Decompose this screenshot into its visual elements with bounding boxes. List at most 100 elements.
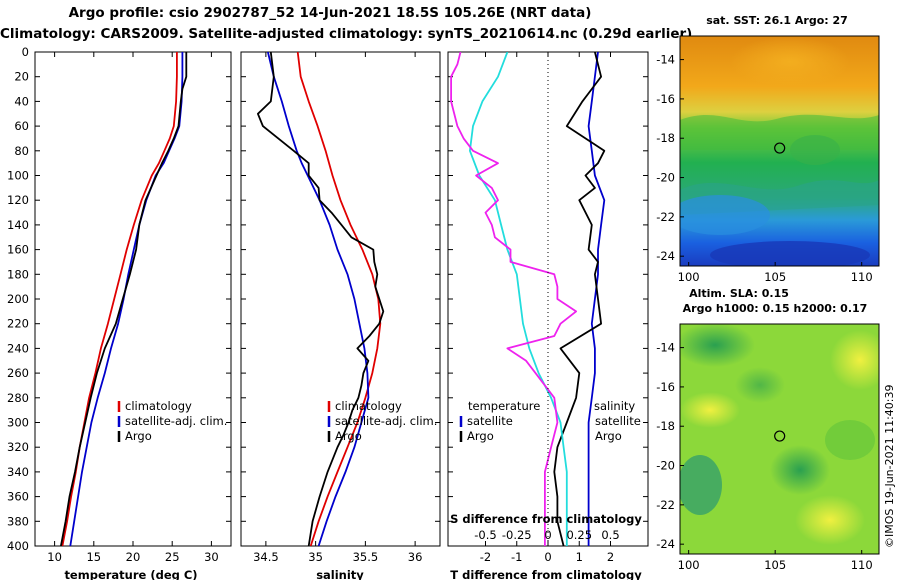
- depth-tick-label: 300: [7, 416, 29, 430]
- depth-tick-label: 0: [22, 45, 29, 59]
- x-tick-label: 25: [165, 550, 180, 564]
- salinity-legend: climatology satellite-adj. clim. Argo: [327, 399, 437, 443]
- map-x-tick-label: 100: [678, 558, 700, 572]
- depth-tick-label: 340: [7, 465, 29, 479]
- map-y-tick-label: -14: [656, 341, 675, 355]
- sla-map-frame: [679, 323, 880, 555]
- s-tick-label: 0.5: [601, 528, 619, 542]
- s-tick-label: 0: [544, 528, 551, 542]
- depth-tick-label: 80: [14, 144, 29, 158]
- x-tick-label: 35: [308, 550, 323, 564]
- depth-tick-label: 220: [7, 317, 29, 331]
- sla-map-title: Altim. SLA: 0.15: [689, 287, 789, 300]
- depth-tick-label: 180: [7, 267, 29, 281]
- depth-tick-label: 280: [7, 391, 29, 405]
- legend-sal-satellite: satellite: [595, 414, 641, 428]
- s-tick-label: -0.25: [502, 528, 532, 542]
- series-line-salinity-satellite: [468, 52, 568, 546]
- series-line-argo: [60, 52, 188, 546]
- x-tick-label: 36: [408, 550, 423, 564]
- map-x-tick-label: 105: [764, 558, 786, 572]
- depth-tick-label: 260: [7, 366, 29, 380]
- salinity-axis-label: salinity: [316, 568, 364, 580]
- legend-climatology: climatology: [335, 399, 402, 413]
- legend-argo: Argo: [335, 429, 362, 443]
- depth-tick-label: 40: [14, 94, 29, 108]
- sst-map-axes: 100 105 110 -14 -16 -18 -20 -22 -24: [656, 53, 872, 284]
- sst-map-image: [680, 36, 879, 266]
- map-y-tick-label: -22: [656, 210, 675, 224]
- depth-tick-label: 320: [7, 440, 29, 454]
- depth-tick-label: 60: [14, 119, 29, 133]
- temperature-lines: [60, 52, 188, 546]
- x-tick-label: 2: [607, 550, 614, 564]
- depth-tick-label: 240: [7, 341, 29, 355]
- map-y-tick-label: -18: [656, 419, 675, 433]
- map-y-tick-label: -24: [656, 249, 675, 263]
- salinity-lines: [256, 52, 385, 546]
- series-line-satellite-adj-clim-: [69, 52, 184, 546]
- map-x-tick-label: 110: [851, 558, 873, 572]
- plot-title-line2: Climatology: CARS2009. Satellite-adjuste…: [0, 26, 693, 42]
- depth-tick-label: 360: [7, 490, 29, 504]
- sst-map-frame: [679, 35, 880, 267]
- salinity-panel-frame: [240, 51, 441, 547]
- map-x-tick-label: 105: [764, 270, 786, 284]
- plot-title-line1: Argo profile: csio 2902787_52 14-Jun-202…: [68, 5, 592, 21]
- sla-map-subtitle: Argo h1000: 0.15 h2000: 0.17: [683, 302, 868, 315]
- x-tick-label: 35.5: [353, 550, 379, 564]
- depth-tick-label: 380: [7, 514, 29, 528]
- x-tick-label: 34.5: [253, 550, 279, 564]
- series-line-satellite-adj-clim-: [267, 52, 370, 546]
- difference-panel-frame: [447, 51, 649, 547]
- depth-tick-label: 200: [7, 292, 29, 306]
- s-difference-axis-label: S difference from climatology: [450, 512, 642, 526]
- legend-sal-argo: Argo: [595, 429, 622, 443]
- temperature-legend: climatology satellite-adj. clim. Argo: [117, 399, 227, 443]
- sla-map-image: [680, 324, 879, 554]
- legend-temperature-heading: temperature: [468, 399, 540, 413]
- legend-satellite: satellite-adj. clim.: [335, 414, 437, 428]
- x-tick-label: -1: [511, 550, 522, 564]
- sst-profile-location-marker: [774, 142, 786, 154]
- map-x-tick-label: 110: [851, 270, 873, 284]
- salinity-x-axis: 34.5 35 35.5 36: [253, 52, 422, 564]
- series-line-climatology: [61, 52, 178, 546]
- series-line-salinity-argo: [450, 52, 577, 546]
- t-difference-axis-label: T difference from climatology: [450, 568, 642, 580]
- series-line-climatology: [296, 52, 382, 546]
- sla-map-axes: 100 105 110 -14 -16 -18 -20 -22 -24: [656, 341, 872, 572]
- x-tick-label: 0: [544, 550, 551, 564]
- depth-tick-label: 160: [7, 243, 29, 257]
- difference-lines: [450, 52, 606, 546]
- map-y-tick-label: -22: [656, 498, 675, 512]
- map-x-tick-label: 100: [678, 270, 700, 284]
- sst-map-title: sat. SST: 26.1 Argo: 27: [706, 14, 848, 27]
- temperature-panel-frame: [34, 51, 232, 547]
- map-y-tick-label: -20: [656, 171, 675, 185]
- map-y-tick-label: -16: [656, 92, 675, 106]
- map-y-tick-label: -14: [656, 53, 675, 67]
- s-tick-label: 0.25: [566, 528, 592, 542]
- x-tick-label: 15: [86, 550, 101, 564]
- x-tick-label: -2: [480, 550, 491, 564]
- legend-salinity-heading: salinity: [594, 399, 635, 413]
- temperature-axis-label: temperature (deg C): [64, 568, 197, 580]
- legend-temp-argo: Argo: [467, 429, 494, 443]
- x-tick-label: 30: [204, 550, 219, 564]
- x-tick-label: 20: [126, 550, 141, 564]
- s-tick-label: -0.5: [474, 528, 496, 542]
- imos-credit: ©IMOS 19-Jun-2021 11:40:39: [883, 384, 896, 548]
- map-y-tick-label: -16: [656, 380, 675, 394]
- legend-temp-satellite: satellite: [467, 414, 513, 428]
- legend-satellite: satellite-adj. clim.: [125, 414, 227, 428]
- difference-x-axis: -2 -1 0 1 2 -0.5 -0.25 0 0.25 0.5: [474, 52, 620, 564]
- legend-argo: Argo: [125, 429, 152, 443]
- series-line-argo: [256, 52, 385, 546]
- depth-tick-label: 140: [7, 218, 29, 232]
- x-tick-label: 1: [576, 550, 583, 564]
- depth-tick-label: 100: [7, 169, 29, 183]
- map-y-tick-label: -20: [656, 459, 675, 473]
- series-line-temperature-argo: [553, 52, 606, 546]
- legend-climatology: climatology: [125, 399, 192, 413]
